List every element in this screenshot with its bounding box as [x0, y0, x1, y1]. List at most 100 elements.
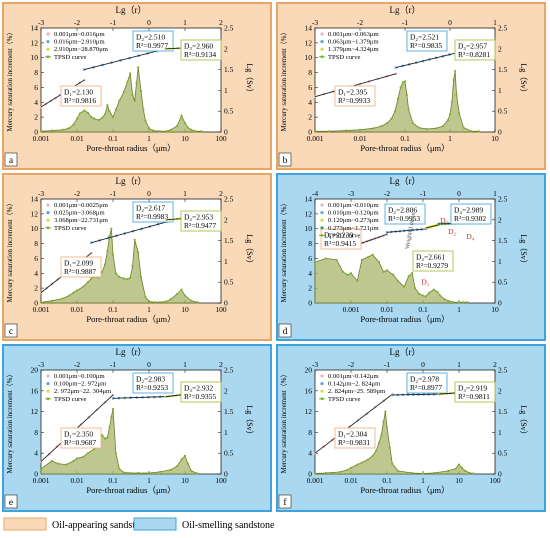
panel-c: Lg（r）-3 -2 -1 0 1 20.001 0.01 0.1 1 10 100Pore-thr… [2, 173, 272, 341]
y2-axis-label: Lg（Sv） [245, 63, 254, 96]
tpsd-point [380, 124, 383, 128]
fractal-label-box [132, 201, 174, 223]
tpsd-point [175, 124, 179, 128]
legend-item: 0.273μm~1.721μm [328, 225, 379, 232]
tpsd-point [139, 90, 143, 93]
tpsd-point [439, 294, 442, 297]
tpsd-point [349, 466, 353, 469]
x-tick-label: 1 [147, 476, 151, 485]
tpsd-point [190, 469, 193, 472]
tpsd-point [39, 130, 43, 133]
tpsd-point [452, 78, 455, 82]
legend-marker [320, 203, 324, 207]
y2-tick-label: 1.5 [498, 407, 508, 416]
top-tick-label: -1 [110, 18, 116, 27]
legend-item: 0.100μm~2. 972μm [54, 381, 107, 388]
fractal-dimension: D₃=2.661 [416, 253, 445, 262]
y2-tick-label: 0.5 [224, 449, 234, 458]
tpsd-point [72, 291, 75, 294]
y-tick-label: 0 [308, 128, 312, 137]
fractal-dimension: D₃=2.960 [184, 42, 213, 51]
tpsd-point [477, 130, 480, 133]
y2-tick-label: 1.5 [498, 65, 508, 74]
tpsd-point [103, 263, 107, 266]
top-tick-label: -4 [312, 189, 318, 198]
y2-tick-label: 1 [224, 86, 228, 95]
tpsd-point [380, 433, 383, 437]
y-tick-label: 2 [34, 113, 38, 122]
fit-line [395, 52, 457, 68]
tpsd-point [131, 264, 134, 267]
x-tick-label: 0.1 [400, 134, 410, 143]
tpsd-point [180, 114, 183, 117]
fractal-r2: R²=0.9831 [338, 438, 370, 447]
y2-axis-label: Lg（Sv） [519, 63, 528, 96]
legend-item: TPSD curve [328, 232, 360, 239]
fractal-label-box [454, 381, 496, 403]
y-axis-label: Mercury saturation increment（%） [280, 28, 288, 131]
x-tick-label: 0.001 [33, 134, 50, 143]
tpsd-point [382, 420, 385, 424]
tpsd-point [443, 298, 446, 301]
y2-axis-label: Lg（Sv） [245, 405, 254, 438]
y-tick-label: 2 [308, 284, 312, 293]
legend-item: 1.379μm~4.324μm [328, 46, 379, 53]
legend-item: 2. 972μm~22. 304μm [54, 388, 112, 395]
fractal-r2: R²=0.9253 [136, 383, 168, 392]
x-axis-label: Pore-throat radius（μm） [360, 314, 449, 324]
y-tick-label: 8 [308, 428, 312, 437]
tpsd-point [129, 276, 132, 279]
fractal-dimension: D₃=2.919 [458, 384, 487, 393]
x-tick-label: 0.001 [307, 134, 324, 143]
legend-marker [320, 389, 324, 393]
y-tick-label: 4 [34, 269, 38, 278]
tpsd-point [190, 299, 193, 302]
y-tick-label: 6 [308, 254, 312, 263]
x-tick-label: 10 [491, 305, 499, 314]
tpsd-point [432, 288, 435, 291]
tpsd-point [72, 459, 75, 463]
tpsd-point [101, 270, 104, 273]
fractal-r2: R²=0.9687 [64, 438, 96, 447]
tpsd-point [405, 93, 408, 96]
y2-tick-label: 0.5 [224, 107, 234, 116]
tpsd-point [356, 463, 359, 466]
legend-item: 0.016μm~2.910μm [54, 39, 105, 46]
annotation-d3: D₃ [440, 216, 448, 225]
tpsd-point [142, 108, 145, 111]
fractal-point [164, 395, 168, 398]
x-tick-label: 100 [215, 476, 227, 485]
fit-line [314, 393, 393, 454]
x-axis-label: Pore-throat radius（μm） [86, 143, 175, 153]
tpsd-point [407, 275, 410, 278]
top-tick-label: -1 [110, 360, 116, 369]
y-tick-label: 6 [34, 254, 38, 263]
tpsd-point [428, 291, 431, 294]
tpsd-point [360, 258, 363, 262]
y-tick-label: 14 [31, 195, 39, 204]
tpsd-point [367, 458, 370, 461]
fractal-dimension: D₂=2.617 [136, 204, 165, 213]
y-tick-label: 0 [308, 299, 312, 308]
tpsd-point [472, 472, 475, 475]
tpsd-point [154, 301, 157, 304]
tpsd-point [165, 300, 168, 303]
top-tick-label: 2 [219, 360, 223, 369]
x-tick-label: 10 [181, 476, 189, 485]
top-axis-title: Lg（r） [390, 5, 421, 15]
top-tick-label: -1 [384, 360, 390, 369]
x-tick-label: 0.1 [108, 305, 118, 314]
tpsd-point [466, 301, 469, 304]
x-tick-label: 0.1 [108, 476, 118, 485]
legend-marker [46, 40, 50, 44]
y-tick-label: 8 [308, 239, 312, 248]
y-tick-label: 0 [308, 470, 312, 479]
tpsd-point [90, 277, 93, 280]
tpsd-point [441, 124, 445, 128]
tpsd-point [345, 129, 348, 132]
y-tick-label: 10 [31, 224, 39, 233]
fractal-r2: R²=0.9477 [184, 221, 216, 230]
tpsd-point [108, 235, 111, 238]
top-tick-label: -3 [312, 360, 318, 369]
